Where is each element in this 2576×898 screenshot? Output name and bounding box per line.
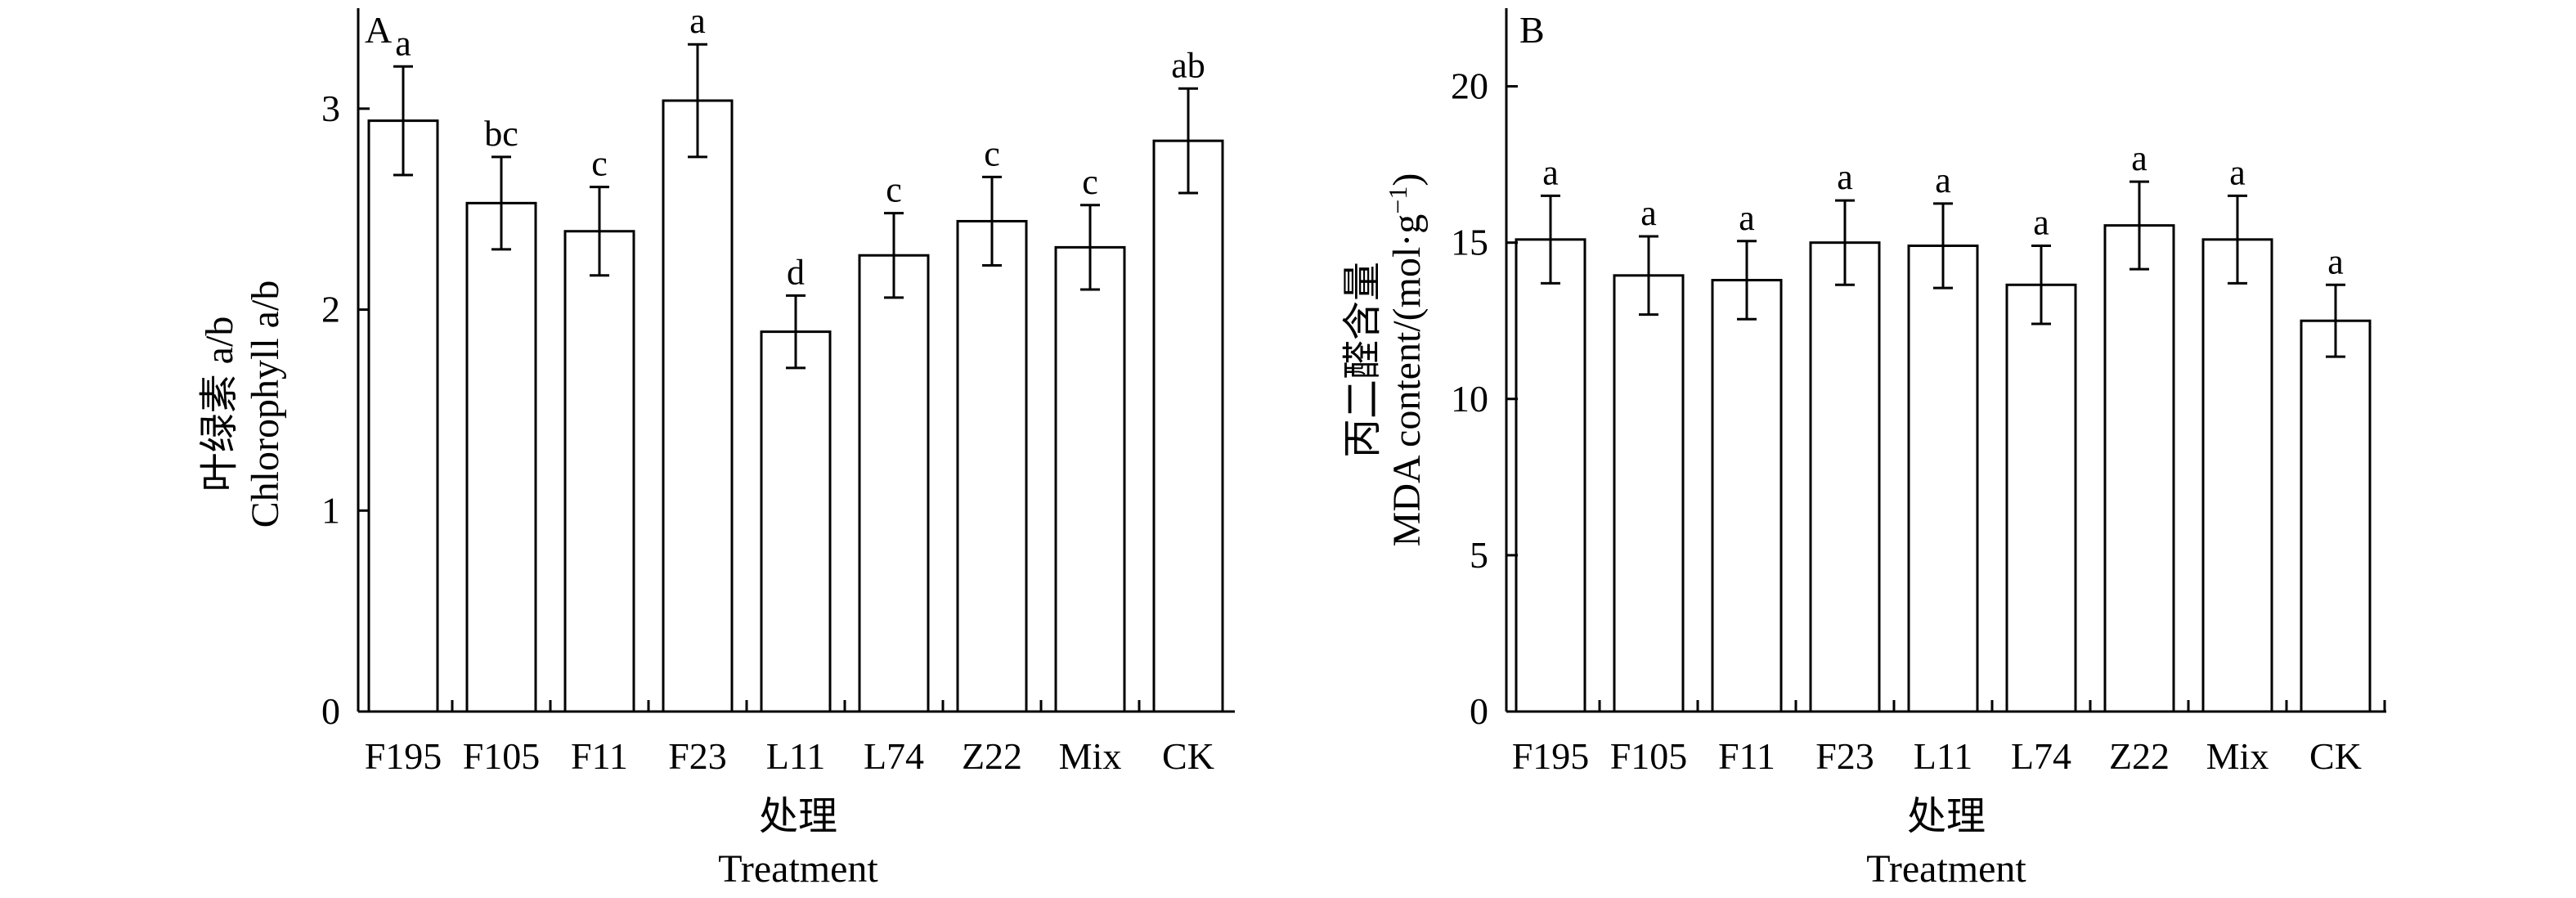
y-tick-label: 3 — [321, 88, 340, 129]
panel-b-x-axis: F195 F105 F11 F23 L11 L74 Z22 Mix CK — [1506, 700, 2386, 777]
x-tick-label: Mix — [1059, 735, 1122, 777]
bar-f105 — [465, 201, 537, 713]
panel-b-ylabel-en-sup: −1 — [1383, 186, 1412, 214]
significance-label: a — [1542, 152, 1559, 192]
panel-a-chart: A a bc c a d c c c ab 0 1 2 3 F195 F105 F11 F23 L11 L74 Z… — [198, 1, 1235, 891]
panel-a-xlabel-cn: 处理 — [759, 795, 837, 838]
bar-z22 — [956, 219, 1028, 713]
bar-z22 — [2103, 224, 2175, 713]
significance-label: a — [2327, 241, 2344, 281]
panel-a-errorbars — [393, 43, 1198, 370]
y-tick-label: 0 — [321, 690, 340, 732]
bar-mix — [2201, 238, 2273, 713]
bar-f11 — [1711, 279, 1783, 713]
y-tick-label: 10 — [1451, 378, 1488, 420]
significance-label: d — [787, 252, 805, 292]
y-tick-label: 0 — [1470, 690, 1488, 732]
significance-label: bc — [484, 114, 518, 154]
bar-l74 — [858, 254, 930, 713]
panel-a-ylabel-cn: 叶绿素 a/b — [198, 317, 241, 492]
significance-label: a — [2131, 138, 2147, 178]
bar-f23 — [662, 99, 734, 713]
panel-b-ylabel-en-main: MDA content/(mol·g — [1385, 214, 1429, 547]
significance-label: a — [2229, 152, 2246, 192]
bar-f105 — [1613, 274, 1685, 713]
x-tick-label: F11 — [571, 735, 628, 777]
x-tick-label: F23 — [668, 735, 727, 777]
significance-label: a — [1935, 160, 1951, 200]
bar-ck — [1152, 139, 1224, 713]
significance-label: a — [1837, 157, 1853, 197]
panel-b-y-axis: 0 5 10 15 20 — [1451, 8, 1518, 732]
panel-b-errorbars — [1541, 180, 2345, 358]
panel-b-xlabel-en: Treatment — [1866, 847, 2026, 891]
panel-b-significance-labels: a a a a a a a a a — [1542, 138, 2344, 281]
panel-b-ylabel-en: MDA content/(mol·g−1) — [1383, 173, 1429, 547]
significance-label: ab — [1171, 45, 1205, 85]
bar-f11 — [563, 230, 635, 713]
x-tick-label: Z22 — [2109, 735, 2170, 777]
x-tick-label: L74 — [2011, 735, 2071, 777]
x-tick-label: Z22 — [962, 735, 1022, 777]
panel-a-letter: A — [365, 9, 392, 51]
panel-b-xlabel-cn: 处理 — [1907, 795, 1986, 838]
significance-label: a — [2033, 202, 2049, 242]
panel-b-letter: B — [1519, 9, 1545, 51]
significance-label: a — [1640, 193, 1657, 233]
panel-a-significance-labels: a bc c a d c c c ab — [395, 1, 1205, 292]
x-tick-label: F195 — [365, 735, 442, 777]
bar-l11 — [760, 330, 832, 713]
x-tick-label: L74 — [864, 735, 924, 777]
x-tick-label: L11 — [1914, 735, 1972, 777]
x-tick-label: F105 — [463, 735, 541, 777]
bar-l74 — [2005, 283, 2077, 713]
bar-ck — [2300, 319, 2372, 713]
significance-label: a — [689, 1, 706, 41]
panel-a-ylabel-en: Chlorophyll a/b — [244, 281, 287, 528]
significance-label: c — [591, 144, 608, 184]
bar-mix — [1054, 245, 1126, 713]
significance-label: c — [1082, 162, 1098, 202]
x-tick-label: Mix — [2206, 735, 2269, 777]
panel-a-x-axis: F195 F105 F11 F23 L11 L74 Z22 Mix CK — [358, 700, 1235, 777]
panel-b-ylabel-en-end: ) — [1385, 173, 1429, 186]
significance-label: c — [886, 170, 902, 210]
bar-f195 — [367, 119, 439, 713]
y-tick-label: 20 — [1451, 65, 1488, 107]
panel-b-bars — [1515, 224, 2372, 713]
x-tick-label: CK — [1162, 735, 1214, 777]
x-tick-label: CK — [2309, 735, 2362, 777]
panel-a-xlabel-en: Treatment — [718, 847, 878, 891]
panel-b-chart: B a a a a a a a a a 0 5 10 15 20 F195 F105 F11 F23 L11 L7… — [1341, 8, 2386, 891]
bar-f195 — [1515, 238, 1586, 713]
y-tick-label: 2 — [321, 289, 340, 330]
significance-label: a — [1739, 198, 1755, 238]
x-tick-label: L11 — [766, 735, 825, 777]
x-tick-label: F11 — [1718, 735, 1775, 777]
panel-b-ylabel-cn: 丙二醛含量 — [1341, 262, 1384, 458]
y-tick-label: 5 — [1470, 534, 1488, 576]
y-tick-label: 15 — [1451, 222, 1488, 263]
significance-label: c — [984, 133, 1000, 173]
y-tick-label: 1 — [321, 489, 340, 531]
bar-f23 — [1809, 241, 1881, 713]
bar-l11 — [1907, 244, 1979, 713]
x-tick-label: F105 — [1610, 735, 1688, 777]
panel-a-y-axis: 0 1 2 3 — [321, 8, 370, 732]
significance-label: a — [395, 23, 411, 63]
x-tick-label: F23 — [1815, 735, 1874, 777]
x-tick-label: F195 — [1512, 735, 1590, 777]
